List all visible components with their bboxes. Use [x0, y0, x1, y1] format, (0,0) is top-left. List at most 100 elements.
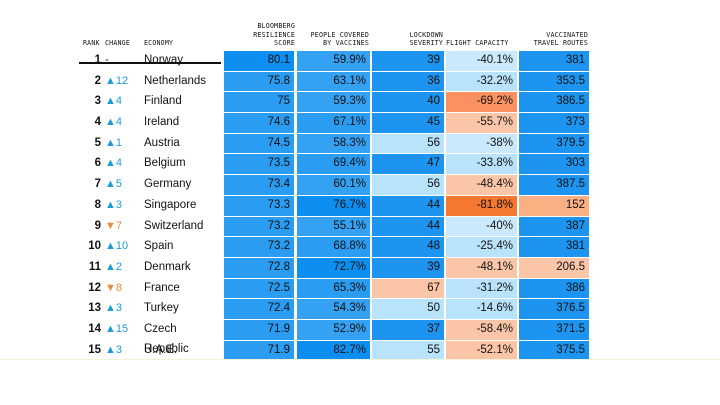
flight-cell: -69.2%: [446, 92, 517, 113]
vaccines-cell: 52.9%: [297, 319, 370, 340]
header-flight: FLIGHT CAPACITY: [446, 38, 509, 47]
flight-cell: -14.6%: [446, 299, 517, 319]
score-cell: 75.8: [224, 71, 294, 92]
rank-cell: 1: [94, 54, 101, 66]
travel-cell: 375.5: [519, 340, 589, 361]
vaccines-cell: 72.7%: [297, 257, 370, 278]
change-cell: ▲4: [105, 157, 123, 170]
table-row: 1- Norway 80.1 59.9% 39 -40.1% 381: [79, 51, 589, 72]
score-cell: 75: [224, 92, 294, 113]
travel-cell: 387: [519, 216, 589, 237]
rank-cell: 6: [94, 157, 101, 170]
rank-cell: 14: [88, 322, 101, 335]
flight-cell: -52.1%: [446, 340, 517, 361]
flight-cell: -81.8%: [446, 195, 517, 216]
table-row: 8 ▲3 Singapore 73.3 76.7% 44 -81.8% 152: [79, 195, 589, 217]
score-cell: 73.4: [224, 175, 294, 195]
rank-cell: 8: [94, 198, 101, 211]
change-cell: ▲4: [105, 116, 123, 129]
score-cell: 71.9: [224, 319, 294, 340]
economy-cell: Denmark: [144, 260, 191, 273]
lockdown-cell: 44: [372, 216, 444, 237]
flight-cell: -25.4%: [446, 237, 517, 257]
table-row: 9 ▼7 Switzerland 73.2 55.1% 44 -40% 387: [79, 216, 589, 238]
table-row: 15 ▲3 U.A.E. 71.9 82.7% 55 -52.1% 375.5: [79, 340, 589, 362]
score-cell: 73.5: [224, 154, 294, 175]
header-lockdown: LOCKDOWN SEVERITY: [409, 30, 443, 47]
lockdown-cell: 47: [372, 154, 444, 175]
economy-cell: France: [144, 281, 180, 294]
table-row: 12 ▼8 France 72.5 65.3% 67 -31.2% 386: [79, 278, 589, 300]
change-cell: ▲15: [105, 322, 129, 335]
rank-cell: 5: [94, 136, 101, 149]
score-cell: 74.5: [224, 133, 294, 154]
flight-cell: -33.8%: [446, 154, 517, 175]
table-header: RANK CHANGE ECONOMY BLOOMBERG RESILIENCE…: [79, 11, 589, 51]
lockdown-cell: 50: [372, 299, 444, 319]
change-cell: ▲3: [105, 343, 123, 356]
economy-cell: Belgium: [144, 157, 186, 170]
score-cell: 72.5: [224, 278, 294, 299]
economy-cell: Singapore: [144, 198, 197, 211]
rank-cell: 7: [94, 178, 101, 191]
economy-cell: U.A.E.: [144, 343, 178, 356]
travel-cell: 376.5: [519, 299, 589, 319]
change-cell: ▲3: [105, 198, 123, 211]
flight-cell: -48.4%: [446, 175, 517, 195]
lockdown-cell: 44: [372, 195, 444, 216]
flight-cell: -32.2%: [446, 71, 517, 92]
lockdown-cell: 56: [372, 175, 444, 195]
header-change: CHANGE: [105, 38, 131, 47]
rank-cell: 9: [94, 219, 101, 232]
resilience-ranking-table: RANK CHANGE ECONOMY BLOOMBERG RESILIENCE…: [79, 11, 589, 361]
flight-cell: -48.1%: [446, 257, 517, 278]
lockdown-cell: 39: [372, 51, 444, 71]
baseline-divider: [0, 359, 720, 360]
change-cell: ▲12: [105, 74, 129, 87]
lockdown-cell: 39: [372, 257, 444, 278]
lockdown-cell: 67: [372, 278, 444, 299]
table-row: 7 ▲5 Germany 73.4 60.1% 56 -48.4% 387.5: [79, 175, 589, 196]
header-score: BLOOMBERG RESILIENCE SCORE: [253, 22, 295, 47]
score-cell: 73.2: [224, 216, 294, 237]
economy-cell: Turkey: [144, 302, 179, 315]
travel-cell: 386.5: [519, 92, 589, 113]
flight-cell: -31.2%: [446, 278, 517, 299]
travel-cell: 371.5: [519, 319, 589, 340]
score-cell: 72.4: [224, 299, 294, 319]
score-cell: 73.3: [224, 195, 294, 216]
change-cell: -: [105, 54, 109, 66]
economy-cell: Austria: [144, 136, 180, 149]
travel-cell: 381: [519, 51, 589, 71]
economy-cell: Switzerland: [144, 219, 204, 232]
vaccines-cell: 63.1%: [297, 71, 370, 92]
header-travel: VACCINATED TRAVEL ROUTES: [533, 30, 588, 47]
table-row: 4 ▲4 Ireland 74.6 67.1% 45 -55.7% 373: [79, 113, 589, 134]
economy-cell: Netherlands: [144, 74, 207, 87]
change-cell: ▼8: [105, 281, 123, 294]
table-row: 3 ▲4 Finland 75 59.3% 40 -69.2% 386.5: [79, 92, 589, 113]
change-cell: ▲3: [105, 302, 123, 315]
table-row: 11 ▲2 Denmark 72.8 72.7% 39 -48.1% 206.5: [79, 257, 589, 279]
economy-cell: Czech Republic: [144, 322, 189, 355]
travel-cell: 387.5: [519, 175, 589, 195]
vaccines-cell: 67.1%: [297, 113, 370, 133]
score-cell: 71.9: [224, 340, 294, 361]
lockdown-cell: 55: [372, 340, 444, 361]
economy-cell: Finland: [144, 95, 182, 108]
change-cell: ▲1: [105, 136, 123, 149]
rank-cell: 12: [88, 281, 101, 294]
vaccines-cell: 59.3%: [297, 92, 370, 113]
vaccines-cell: 76.7%: [297, 195, 370, 216]
change-cell: ▲10: [105, 240, 129, 253]
rank-cell: 4: [94, 116, 101, 129]
header-vaccines: PEOPLE COVERED BY VACCINES: [310, 30, 369, 47]
travel-cell: 152: [519, 195, 589, 216]
vaccines-cell: 65.3%: [297, 278, 370, 299]
vaccines-cell: 60.1%: [297, 175, 370, 195]
flight-cell: -55.7%: [446, 113, 517, 133]
lockdown-cell: 37: [372, 319, 444, 340]
table-body: 1- Norway 80.1 59.9% 39 -40.1% 381 2 ▲12 Netherla…: [79, 51, 589, 361]
vaccines-cell: 82.7%: [297, 340, 370, 361]
change-cell: ▼7: [105, 219, 123, 232]
